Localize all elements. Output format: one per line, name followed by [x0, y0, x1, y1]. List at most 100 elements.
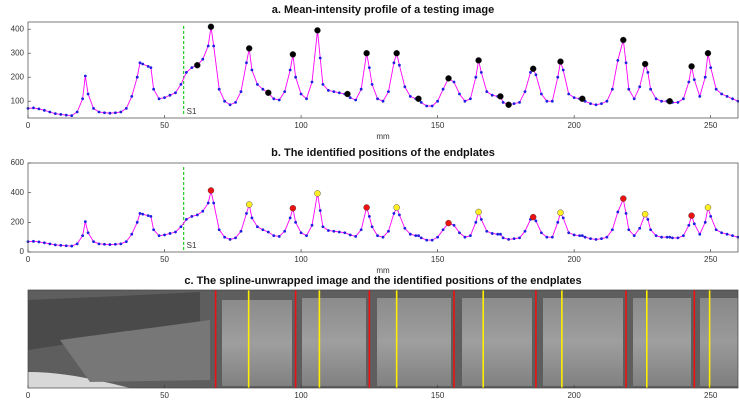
profile-point — [240, 90, 243, 93]
profile-point — [403, 227, 406, 230]
profile-point — [130, 233, 133, 236]
profile-point — [704, 76, 707, 79]
profile-point — [32, 240, 35, 243]
profile-point — [261, 228, 264, 231]
x-tick-label: 50 — [160, 255, 169, 264]
profile-point — [611, 228, 614, 231]
profile-point — [499, 233, 502, 236]
profile-point — [720, 93, 723, 96]
s1-label: S1 — [187, 107, 197, 116]
profile-point — [545, 236, 548, 239]
endplate-marker — [314, 190, 320, 196]
profile-point — [70, 245, 73, 248]
x-axis-label: mm — [376, 132, 390, 141]
profile-point — [332, 230, 335, 233]
profile-point — [414, 234, 417, 237]
profile-point — [54, 243, 57, 246]
profile-point — [81, 234, 84, 237]
profile-point — [158, 97, 161, 100]
profile-point — [382, 100, 385, 103]
chart-title: b. The identified positions of the endpl… — [271, 147, 495, 159]
profile-point — [169, 232, 172, 235]
profile-point — [589, 102, 592, 105]
profile-point — [43, 109, 46, 112]
y-tick-label: 200 — [11, 72, 25, 81]
x-tick-label: 100 — [294, 391, 308, 400]
endplate-marker — [558, 59, 564, 65]
profile-point — [573, 234, 576, 237]
profile-point — [442, 88, 445, 91]
profile-point — [38, 107, 41, 110]
endplate-marker — [364, 50, 370, 56]
profile-point — [464, 236, 467, 239]
profile-point — [294, 221, 297, 224]
profile-point — [682, 234, 685, 237]
axis-box — [28, 163, 738, 252]
profile-point — [660, 236, 663, 239]
profile-point — [81, 97, 84, 100]
profile-point — [393, 212, 396, 215]
profile-point — [584, 236, 587, 239]
profile-point — [343, 231, 346, 234]
profile-point — [185, 71, 188, 74]
profile-point — [125, 107, 128, 110]
figure: a. Mean-intensity profile of a testing i… — [0, 0, 739, 401]
profile-point — [398, 64, 401, 67]
profile-point — [201, 58, 204, 61]
x-tick-label: 200 — [567, 255, 581, 264]
profile-point — [234, 101, 237, 104]
profile-point — [163, 234, 166, 237]
profile-point — [581, 234, 584, 237]
x-tick-label: 150 — [431, 255, 445, 264]
profile-point — [354, 235, 357, 238]
endplate-marker — [194, 62, 200, 68]
profile-point — [709, 215, 712, 218]
profile-point — [59, 113, 62, 116]
profile-point — [625, 61, 628, 64]
endplate-marker — [446, 75, 452, 81]
profile-point — [368, 66, 371, 69]
y-tick-label: 400 — [11, 188, 25, 197]
profile-point — [190, 215, 193, 218]
profile-point — [149, 66, 152, 69]
profile-point — [551, 100, 554, 103]
profile-point — [715, 228, 718, 231]
profile-point — [190, 66, 193, 69]
profile-point — [163, 96, 166, 99]
profile-point — [349, 234, 352, 237]
endplate-marker — [620, 37, 626, 43]
profile-point — [229, 238, 232, 241]
profile-point — [218, 88, 221, 91]
profile-point — [551, 236, 554, 239]
profile-point — [726, 95, 729, 98]
profile-point — [540, 93, 543, 96]
profile-point — [524, 90, 527, 93]
profile-point — [625, 212, 628, 215]
endplate-marker — [667, 98, 673, 104]
profile-point — [103, 111, 106, 114]
profile-point — [54, 112, 57, 115]
profile-point — [180, 83, 183, 86]
y-tick-label: 400 — [11, 24, 25, 33]
profile-point — [48, 111, 51, 114]
y-tick-label: 600 — [11, 158, 25, 167]
profile-point — [687, 81, 690, 84]
y-tick-label: 200 — [11, 217, 25, 226]
profile-point — [398, 214, 401, 217]
x-tick-label: 0 — [26, 255, 31, 264]
profile-point — [245, 61, 248, 64]
profile-point — [480, 71, 483, 74]
profile-point — [109, 243, 112, 246]
profile-point — [207, 45, 210, 48]
profile-point — [180, 225, 183, 228]
profile-point — [212, 202, 215, 205]
profile-point — [709, 66, 712, 69]
profile-point — [693, 222, 696, 225]
profile-point — [535, 73, 538, 76]
profile-point — [562, 69, 565, 72]
endplate-marker — [314, 27, 320, 33]
profile-point — [442, 228, 445, 231]
profile-point — [425, 239, 428, 242]
x-tick-label: 150 — [431, 391, 445, 400]
profile-point — [431, 105, 434, 108]
